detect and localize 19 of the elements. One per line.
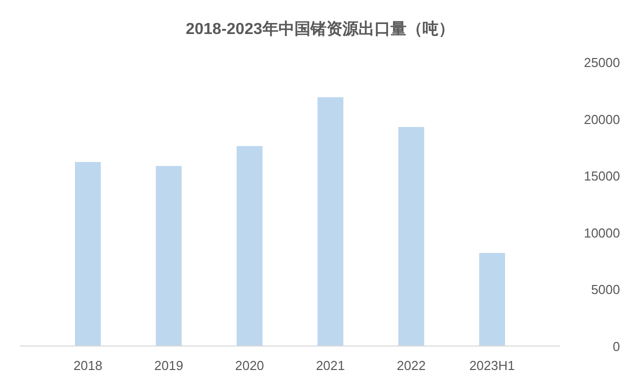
- y-tick-label: 25000: [584, 55, 620, 70]
- x-tick-label: 2018: [73, 358, 102, 373]
- x-tick-label: 2022: [396, 358, 426, 373]
- bar: [479, 252, 506, 346]
- x-tick-label: 2019: [154, 358, 184, 373]
- bar: [398, 126, 424, 346]
- chart-title: 2018-2023年中国锗资源出口量（吨）: [186, 20, 454, 38]
- y-tick-label: 5000: [591, 282, 620, 298]
- x-tick-label: 2023H1: [469, 358, 515, 373]
- y-tick-label: 15000: [584, 168, 620, 184]
- x-tick-label: 2021: [316, 358, 345, 373]
- y-tick-label: 0: [612, 339, 620, 354]
- y-tick-label: 20000: [584, 112, 620, 127]
- bar: [236, 146, 263, 346]
- x-tick-label: 2020: [235, 358, 264, 373]
- y-tick-label: 10000: [584, 225, 620, 240]
- bar: [74, 162, 101, 346]
- bar: [156, 166, 182, 346]
- bar: [317, 97, 344, 346]
